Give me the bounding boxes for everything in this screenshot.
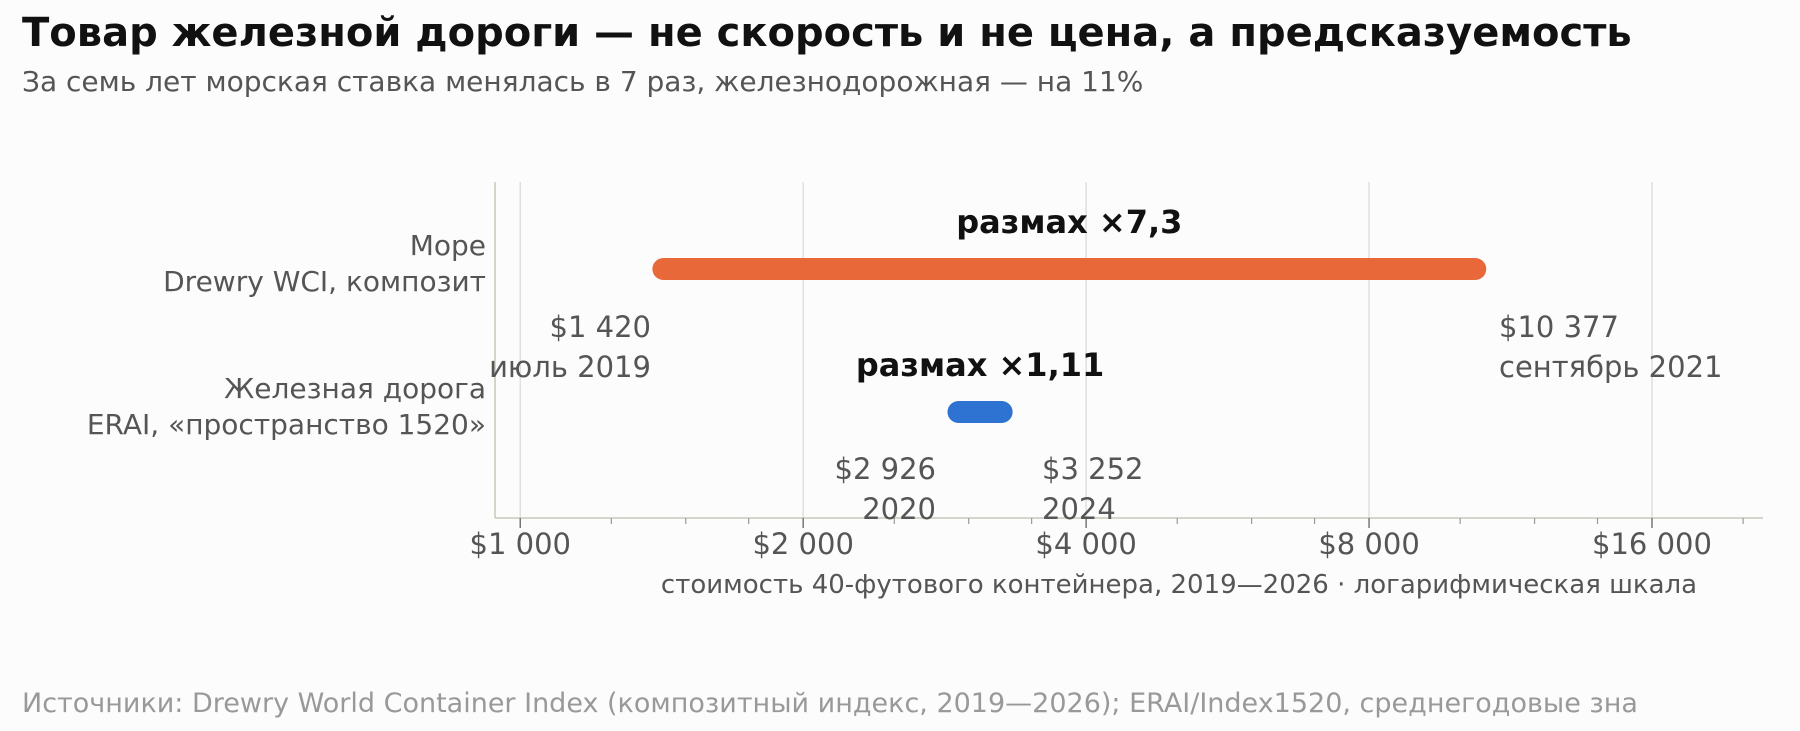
- x-tick-label-0: $1 000: [470, 527, 571, 561]
- rail-high-value-label: $3 252: [1042, 452, 1143, 486]
- rail-low-date-label: 2020: [862, 492, 936, 526]
- sea-high-value-label: $10 377: [1499, 310, 1619, 344]
- rail-range-label: размах ×1,11: [856, 346, 1104, 384]
- chart-subtitle: За семь лет морская ставка менялась в 7 …: [22, 65, 1144, 98]
- x-tick-label-1: $2 000: [752, 527, 853, 561]
- sea-category-label: Море: [410, 229, 486, 262]
- sea-low-date-label: июль 2019: [489, 350, 651, 384]
- source-note: Источники: Drewry World Container Index …: [22, 688, 1638, 719]
- sea-range-label: размах ×7,3: [956, 203, 1182, 241]
- sea-high-date-label: сентябрь 2021: [1499, 350, 1723, 384]
- x-axis-label: стоимость 40-футового контейнера, 2019—2…: [661, 570, 1697, 600]
- rail-category-sublabel: ERAI, «пространство 1520»: [87, 408, 486, 441]
- rail-high-date-label: 2024: [1042, 492, 1116, 526]
- rail-low-value-label: $2 926: [835, 452, 936, 486]
- sea-low-value-label: $1 420: [550, 310, 651, 344]
- x-tick-label-2: $4 000: [1035, 527, 1136, 561]
- rail-category-label: Железная дорога: [224, 372, 486, 405]
- chart-title: Товар железной дороги — не скорость и не…: [22, 10, 1632, 56]
- x-tick-label-4: $16 000: [1592, 527, 1712, 561]
- sea-category-sublabel: Drewry WCI, композит: [163, 265, 486, 298]
- x-tick-label-3: $8 000: [1318, 527, 1419, 561]
